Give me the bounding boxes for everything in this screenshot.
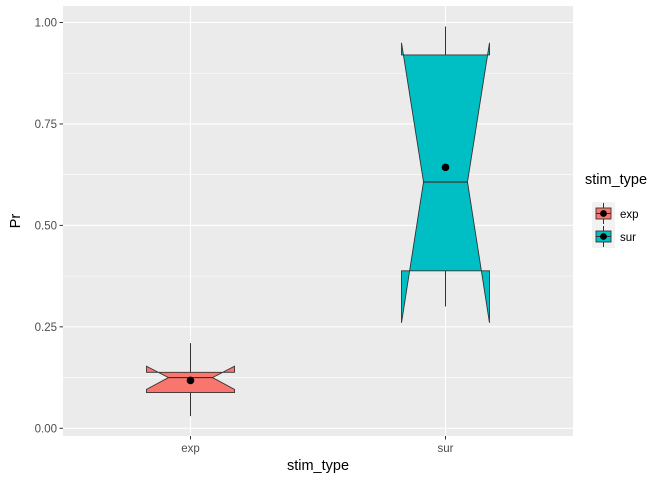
y-axis: 0.00 0.25 0.50 0.75 1.00: [35, 18, 63, 435]
legend-mean-point: [600, 210, 607, 217]
x-tick-label: sur: [438, 443, 454, 455]
x-axis-label: stim_type: [287, 458, 349, 474]
y-tick-label: 0.50: [35, 220, 57, 232]
box-series: [146, 26, 490, 417]
minor-gridlines: [63, 72, 573, 378]
legend-label: sur: [620, 232, 636, 244]
legend-item-sur: sur: [592, 225, 636, 248]
mean-point: [186, 376, 195, 385]
plot-panel: [63, 6, 573, 436]
y-tick-label: 0.75: [35, 119, 57, 131]
box-sur: [401, 26, 490, 323]
box-exp: [146, 343, 235, 417]
legend-mean-point: [600, 233, 607, 240]
y-axis-label: Pr: [8, 214, 24, 229]
y-tick-label: 0.25: [35, 322, 57, 334]
y-tick-label: 1.00: [35, 18, 57, 30]
x-tick-label: exp: [181, 443, 200, 455]
mean-point: [441, 163, 450, 172]
legend-label: exp: [620, 209, 639, 221]
legend: stim_type exp sur: [585, 172, 647, 248]
x-axis: exp sur: [181, 436, 454, 455]
y-tick-label: 0.00: [35, 423, 57, 435]
legend-item-exp: exp: [592, 202, 639, 225]
legend-title: stim_type: [585, 172, 647, 188]
notched-box: [401, 42, 490, 323]
